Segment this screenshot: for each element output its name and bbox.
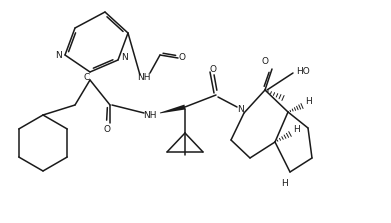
Text: N: N (238, 105, 244, 114)
Text: O: O (179, 54, 185, 62)
Text: H: H (294, 126, 300, 134)
Text: N: N (55, 50, 61, 60)
Text: N: N (122, 54, 128, 62)
Text: H: H (305, 97, 311, 107)
Text: HO: HO (296, 66, 310, 76)
Text: O: O (104, 126, 111, 134)
Polygon shape (160, 105, 186, 113)
Text: H: H (282, 180, 289, 188)
Text: NH: NH (143, 111, 157, 120)
Text: NH: NH (137, 72, 151, 81)
Text: O: O (262, 56, 269, 66)
Text: O: O (210, 66, 217, 74)
Text: C: C (84, 74, 90, 83)
